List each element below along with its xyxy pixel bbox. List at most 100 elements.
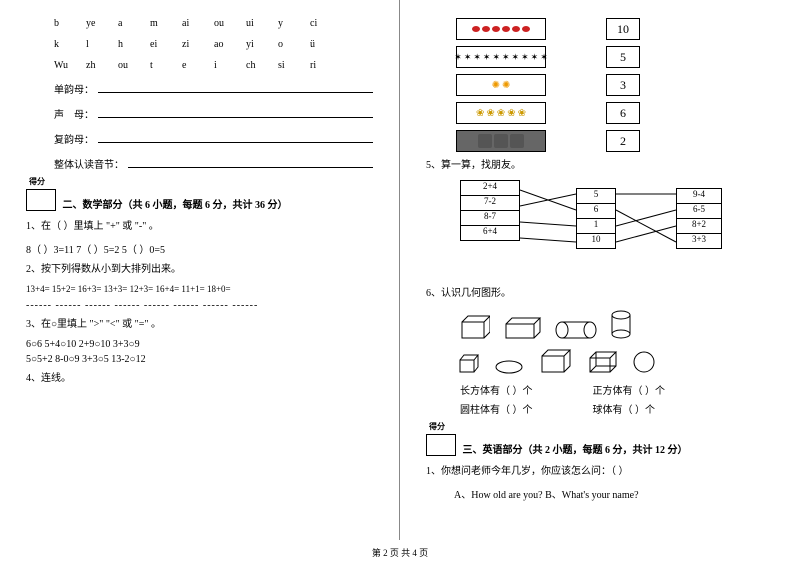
q1-equations: 8（ ）3=11 7（ ）5=2 5（ ）0=5 xyxy=(26,241,373,256)
match-cell: 8+2 xyxy=(676,218,722,234)
right-column: 10 ✶✶✶✶✶✶✶✶✶✶ 5 ✺✺ 3 ❀❀❀❀❀ 6 2 5、算一算，找朋友… xyxy=(400,0,800,540)
blank-line xyxy=(98,133,373,143)
pinyin-row-2: k l h ei zi ao yi o ü xyxy=(54,39,373,50)
image-row-2: ✶✶✶✶✶✶✶✶✶✶ 5 xyxy=(426,46,774,68)
pinyin-cell: i xyxy=(214,60,242,71)
fill-line: 整体认读音节： xyxy=(54,156,373,171)
cylinder-vertical-icon xyxy=(610,310,632,340)
pinyin-cell: o xyxy=(278,39,306,50)
cube-icon xyxy=(456,314,490,340)
pinyin-cell: ou xyxy=(118,60,146,71)
number-box: 10 xyxy=(606,18,640,40)
page-footer: 第 2 页 共 4 页 xyxy=(0,546,800,559)
question-5: 5、算一算，找朋友。 xyxy=(426,158,774,174)
image-row-5: 2 xyxy=(426,130,774,152)
pinyin-cell: a xyxy=(118,18,146,29)
pinyin-cell: m xyxy=(150,18,178,29)
question-6: 6、认识几何图形。 xyxy=(426,286,774,302)
ellipse-icon xyxy=(494,360,524,374)
pinyin-cell: Wu xyxy=(54,60,82,71)
match-left-column: 2+4 7-2 8-7 6+4 xyxy=(460,180,520,240)
dash-line: ------ ------ ------ ------ ------ -----… xyxy=(26,300,373,311)
section-3-header: 得分 三、英语部分（共 2 小题，每题 6 分，共计 12 分） xyxy=(426,434,774,456)
match-cell: 9-4 xyxy=(676,188,722,204)
section-2-header: 得分 二、数学部分（共 6 小题，每题 6 分，共计 36 分） xyxy=(26,189,373,211)
left-column: b ye a m ai ou ui y ci k l h ei zi ao yi… xyxy=(0,0,400,540)
fill-line: 复韵母： xyxy=(54,131,373,146)
pinyin-cell: zi xyxy=(182,39,210,50)
q3-equations-2: 5○5+2 8-0○9 3+3○5 13-2○12 xyxy=(26,354,373,365)
question-3: 3、在○里填上 ">" "<" 或 "=" 。 xyxy=(26,317,373,333)
section-3-title: 三、英语部分（共 2 小题，每题 6 分，共计 12 分） xyxy=(463,445,688,456)
count-image-box: ✶✶✶✶✶✶✶✶✶✶ xyxy=(456,46,546,68)
image-row-4: ❀❀❀❀❀ 6 xyxy=(426,102,774,124)
match-cell: 6-5 xyxy=(676,203,722,219)
english-q1-options: A、How old are you? B、What's your name? xyxy=(426,486,774,501)
match-diagram: 2+4 7-2 8-7 6+4 5 6 1 10 9-4 6-5 8+2 3+3 xyxy=(426,180,774,280)
count-image-box xyxy=(456,130,546,152)
match-cell: 10 xyxy=(576,233,616,249)
question-4: 4、连线。 xyxy=(26,371,373,387)
match-cell: 6+4 xyxy=(460,225,520,241)
blank-line xyxy=(98,108,373,118)
count-label: 圆柱体有（ ）个 xyxy=(460,401,533,416)
fill-line: 声 母： xyxy=(54,106,373,121)
blank-line xyxy=(128,158,373,168)
number-box: 6 xyxy=(606,102,640,124)
count-label: 球体有（ ）个 xyxy=(593,401,656,416)
pinyin-cell: ü xyxy=(310,39,338,50)
shapes-row-1 xyxy=(456,310,774,340)
pinyin-cell: h xyxy=(118,39,146,50)
match-cell: 7-2 xyxy=(460,195,520,211)
fill-label: 复韵母： xyxy=(54,131,94,146)
pinyin-cell: ch xyxy=(246,60,274,71)
pinyin-cell: ei xyxy=(150,39,178,50)
pinyin-cell: k xyxy=(54,39,82,50)
cube-outline-icon xyxy=(538,348,572,374)
match-cell: 1 xyxy=(576,218,616,234)
fill-label: 声 母： xyxy=(54,106,94,121)
count-image-box: ❀❀❀❀❀ xyxy=(456,102,546,124)
fill-label: 单韵母： xyxy=(54,81,94,96)
match-cell: 5 xyxy=(576,188,616,204)
pinyin-cell: y xyxy=(278,18,306,29)
question-2: 2、按下列得数从小到大排列出来。 xyxy=(26,262,373,278)
image-row-3: ✺✺ 3 xyxy=(426,74,774,96)
question-1: 1、在（ ）里填上 "+" 或 "-" 。 xyxy=(26,219,373,235)
image-row-1: 10 xyxy=(426,18,774,40)
match-cell: 3+3 xyxy=(676,233,722,249)
pinyin-cell: e xyxy=(182,60,210,71)
number-box: 3 xyxy=(606,74,640,96)
english-q1: 1、你想问老师今年几岁，你应该怎么问：（ ） xyxy=(426,464,774,480)
count-label: 长方体有（ ）个 xyxy=(460,382,533,397)
pinyin-cell: si xyxy=(278,60,306,71)
blank-line xyxy=(98,83,373,93)
match-cell: 8-7 xyxy=(460,210,520,226)
pinyin-cell: zh xyxy=(86,60,114,71)
count-row-1: 长方体有（ ）个 正方体有（ ）个 xyxy=(460,382,774,397)
count-image-box xyxy=(456,18,546,40)
match-cell: 6 xyxy=(576,203,616,219)
number-box: 2 xyxy=(606,130,640,152)
q2-equations: 13+4= 15+2= 16+3= 13+3= 12+3= 16+4= 11+1… xyxy=(26,284,373,294)
cuboid-wire-icon xyxy=(586,350,618,374)
fill-line: 单韵母： xyxy=(54,81,373,96)
match-right-column: 9-4 6-5 8+2 3+3 xyxy=(676,188,722,248)
pinyin-cell: l xyxy=(86,39,114,50)
cube-small-icon xyxy=(456,352,480,374)
fill-label: 整体认读音节： xyxy=(54,156,124,171)
pinyin-cell: ye xyxy=(86,18,114,29)
score-box: 得分 xyxy=(26,189,56,211)
pinyin-cell: ou xyxy=(214,18,242,29)
count-label: 正方体有（ ）个 xyxy=(593,382,666,397)
circle-icon xyxy=(632,350,656,374)
pinyin-cell: ao xyxy=(214,39,242,50)
number-box: 5 xyxy=(606,46,640,68)
section-2-title: 二、数学部分（共 6 小题，每题 6 分，共计 36 分） xyxy=(63,200,288,211)
pinyin-cell: yi xyxy=(246,39,274,50)
pinyin-cell: ui xyxy=(246,18,274,29)
cylinder-icon xyxy=(554,320,598,340)
score-box: 得分 xyxy=(426,434,456,456)
q3-equations-1: 6○6 5+4○10 2+9○10 3+3○9 xyxy=(26,339,373,350)
score-label: 得分 xyxy=(429,422,445,431)
